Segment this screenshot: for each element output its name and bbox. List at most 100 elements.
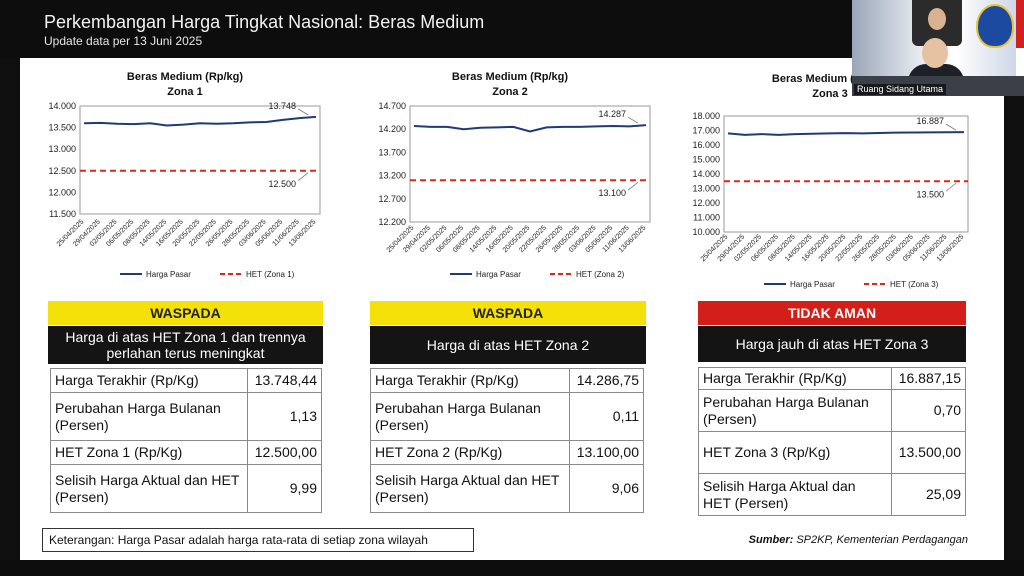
het-label: 13.500 <box>916 189 944 199</box>
y-tick-label: 14.000 <box>48 101 76 111</box>
legend-het-label: HET (Zona 3) <box>890 280 939 289</box>
emblem-icon <box>976 4 1014 48</box>
webcam-video-tile[interactable]: Ruang Sidang Utama <box>852 0 1024 96</box>
chart-title: Beras Medium (Rp/kg) <box>126 71 244 83</box>
row-label: HET Zona 3 (Rp/Kg) <box>698 431 892 474</box>
status-badge: WASPADA <box>48 301 323 325</box>
row-label: Harga Terakhir (Rp/Kg) <box>50 368 248 393</box>
y-tick-label: 13.200 <box>378 171 406 181</box>
wall-portrait-face <box>928 8 946 30</box>
annotation-leader <box>627 181 639 191</box>
indicator-table: Harga Terakhir (Rp/Kg) 16.887,15 Perubaha… <box>698 367 966 516</box>
chart-subtitle: Zona 2 <box>492 86 528 98</box>
status-statement: Harga di atas HET Zona 2 <box>370 326 646 364</box>
table-row: Perubahan Harga Bulanan (Persen) 0,70 <box>698 389 966 432</box>
row-label: HET Zona 1 (Rp/Kg) <box>50 440 248 465</box>
screen-bottom-bar <box>0 560 1024 576</box>
market-price-line <box>83 115 317 127</box>
chart-subtitle: Zona 1 <box>167 86 203 98</box>
flag-icon <box>1016 0 1024 96</box>
indicator-table: Harga Terakhir (Rp/Kg) 13.748,44 Perubaha… <box>50 368 322 513</box>
row-label: Selisih Harga Aktual dan HET (Persen) <box>370 464 570 513</box>
market-last-label: 13.748 <box>268 101 296 111</box>
row-value: 0,11 <box>569 392 644 441</box>
y-tick-label: 14.700 <box>378 101 406 111</box>
row-value: 9,99 <box>247 464 322 513</box>
row-value: 13.100,00 <box>569 440 644 465</box>
legend-market-label: Harga Pasar <box>790 280 835 289</box>
line-chart-zona-2: 14.70014.20013.70013.20012.70012.20025/0… <box>378 101 651 279</box>
table-row: Harga Terakhir (Rp/Kg) 13.748,44 <box>50 368 322 393</box>
row-label: Harga Terakhir (Rp/Kg) <box>370 368 570 393</box>
plot-area <box>723 115 969 233</box>
market-price-line <box>727 131 965 136</box>
row-label: Perubahan Harga Bulanan (Persen) <box>370 392 570 441</box>
page-title: Perkembangan Harga Tingkat Nasional: Ber… <box>44 12 485 32</box>
source-label: Sumber: <box>748 534 794 546</box>
row-value: 16.887,15 <box>891 367 966 390</box>
chart-zona-3: Beras Medium (Rp/kg) Zona 3 18.000 17.000… <box>680 72 980 294</box>
legend-het-label: HET (Zona 2) <box>576 270 625 279</box>
row-value: 12.500,00 <box>247 440 322 465</box>
legend-het-label: HET (Zona 1) <box>246 270 295 279</box>
annotation-leader <box>297 108 309 116</box>
y-tick-label: 17.000 <box>692 126 720 136</box>
annotation-leader <box>945 123 957 131</box>
table-row: HET Zona 1 (Rp/Kg) 12.500,00 <box>50 440 322 465</box>
source-credit: Sumber: SP2KP, Kementerian Perdagangan <box>749 534 968 546</box>
indicator-table: Harga Terakhir (Rp/Kg) 14.286,75 Perubaha… <box>370 368 644 513</box>
row-label: Selisih Harga Aktual dan HET (Persen) <box>50 464 248 513</box>
table-row: Perubahan Harga Bulanan (Persen) 0,11 <box>370 392 644 441</box>
annotation-leader <box>627 116 639 124</box>
y-tick-label: 13.000 <box>692 184 720 194</box>
row-value: 14.286,75 <box>569 368 644 393</box>
y-tick-label: 14.200 <box>378 124 406 134</box>
row-label: Perubahan Harga Bulanan (Persen) <box>50 392 248 441</box>
legend-market-label: Harga Pasar <box>146 270 191 279</box>
row-label: Harga Terakhir (Rp/Kg) <box>698 367 892 390</box>
source-text: SP2KP, Kementerian Perdagangan <box>796 534 968 546</box>
annotation-leader <box>297 172 309 182</box>
status-badge: TIDAK AMAN <box>698 301 966 325</box>
table-row: Selisih Harga Aktual dan HET (Persen) 25,… <box>698 473 966 516</box>
speaker-head <box>922 38 948 68</box>
y-tick-label: 13.000 <box>48 144 76 154</box>
annotation-leader <box>945 182 957 192</box>
legend-market-label: Harga Pasar <box>476 270 521 279</box>
market-price-line <box>413 124 647 133</box>
row-label: HET Zona 2 (Rp/Kg) <box>370 440 570 465</box>
het-label: 13.100 <box>598 188 626 198</box>
webcam-name-label: Ruang Sidang Utama <box>854 84 947 95</box>
status-statement: Harga di atas HET Zona 1 dan trennya per… <box>48 326 323 364</box>
market-last-label: 16.887 <box>916 116 944 126</box>
chart-zona-1: Beras Medium (Rp/kg) Zona 1 14.000 13.500… <box>40 70 330 286</box>
y-tick-label: 11.500 <box>49 209 76 219</box>
y-tick-label: 16.000 <box>692 140 720 150</box>
chart-zona-2: Beras Medium (Rp/kg) Zona 2 14.700 14.200… <box>360 70 660 286</box>
table-row: Perubahan Harga Bulanan (Persen) 1,13 <box>50 392 322 441</box>
y-tick-label: 12.200 <box>378 217 406 227</box>
table-row: Harga Terakhir (Rp/Kg) 14.286,75 <box>370 368 644 393</box>
plot-area <box>409 105 651 223</box>
y-tick-label: 13.500 <box>48 123 76 133</box>
chart-title: Beras Medium (Rp/kg) <box>451 71 569 83</box>
line-chart-zona-1: 14.00013.50013.00012.50012.00011.50025/0… <box>48 101 321 279</box>
y-tick-label: 12.000 <box>48 187 76 197</box>
page-subtitle: Update data per 13 Juni 2025 <box>44 34 203 48</box>
table-row: Selisih Harga Aktual dan HET (Persen) 9,0… <box>370 464 644 513</box>
y-tick-label: 10.000 <box>692 227 720 237</box>
table-row: HET Zona 2 (Rp/Kg) 13.100,00 <box>370 440 644 465</box>
het-label: 12.500 <box>268 179 296 189</box>
y-tick-label: 12.500 <box>48 166 76 176</box>
y-tick-label: 13.700 <box>378 147 406 157</box>
row-value: 13.500,00 <box>891 431 966 474</box>
row-value: 0,70 <box>891 389 966 432</box>
plot-area <box>79 105 321 215</box>
y-tick-label: 11.000 <box>693 213 720 223</box>
row-value: 9,06 <box>569 464 644 513</box>
row-label: Selisih Harga Aktual dan HET (Persen) <box>698 473 892 516</box>
chart-subtitle: Zona 3 <box>812 88 848 100</box>
market-last-label: 14.287 <box>598 109 626 119</box>
row-value: 25,09 <box>891 473 966 516</box>
y-tick-label: 18.000 <box>692 111 720 121</box>
